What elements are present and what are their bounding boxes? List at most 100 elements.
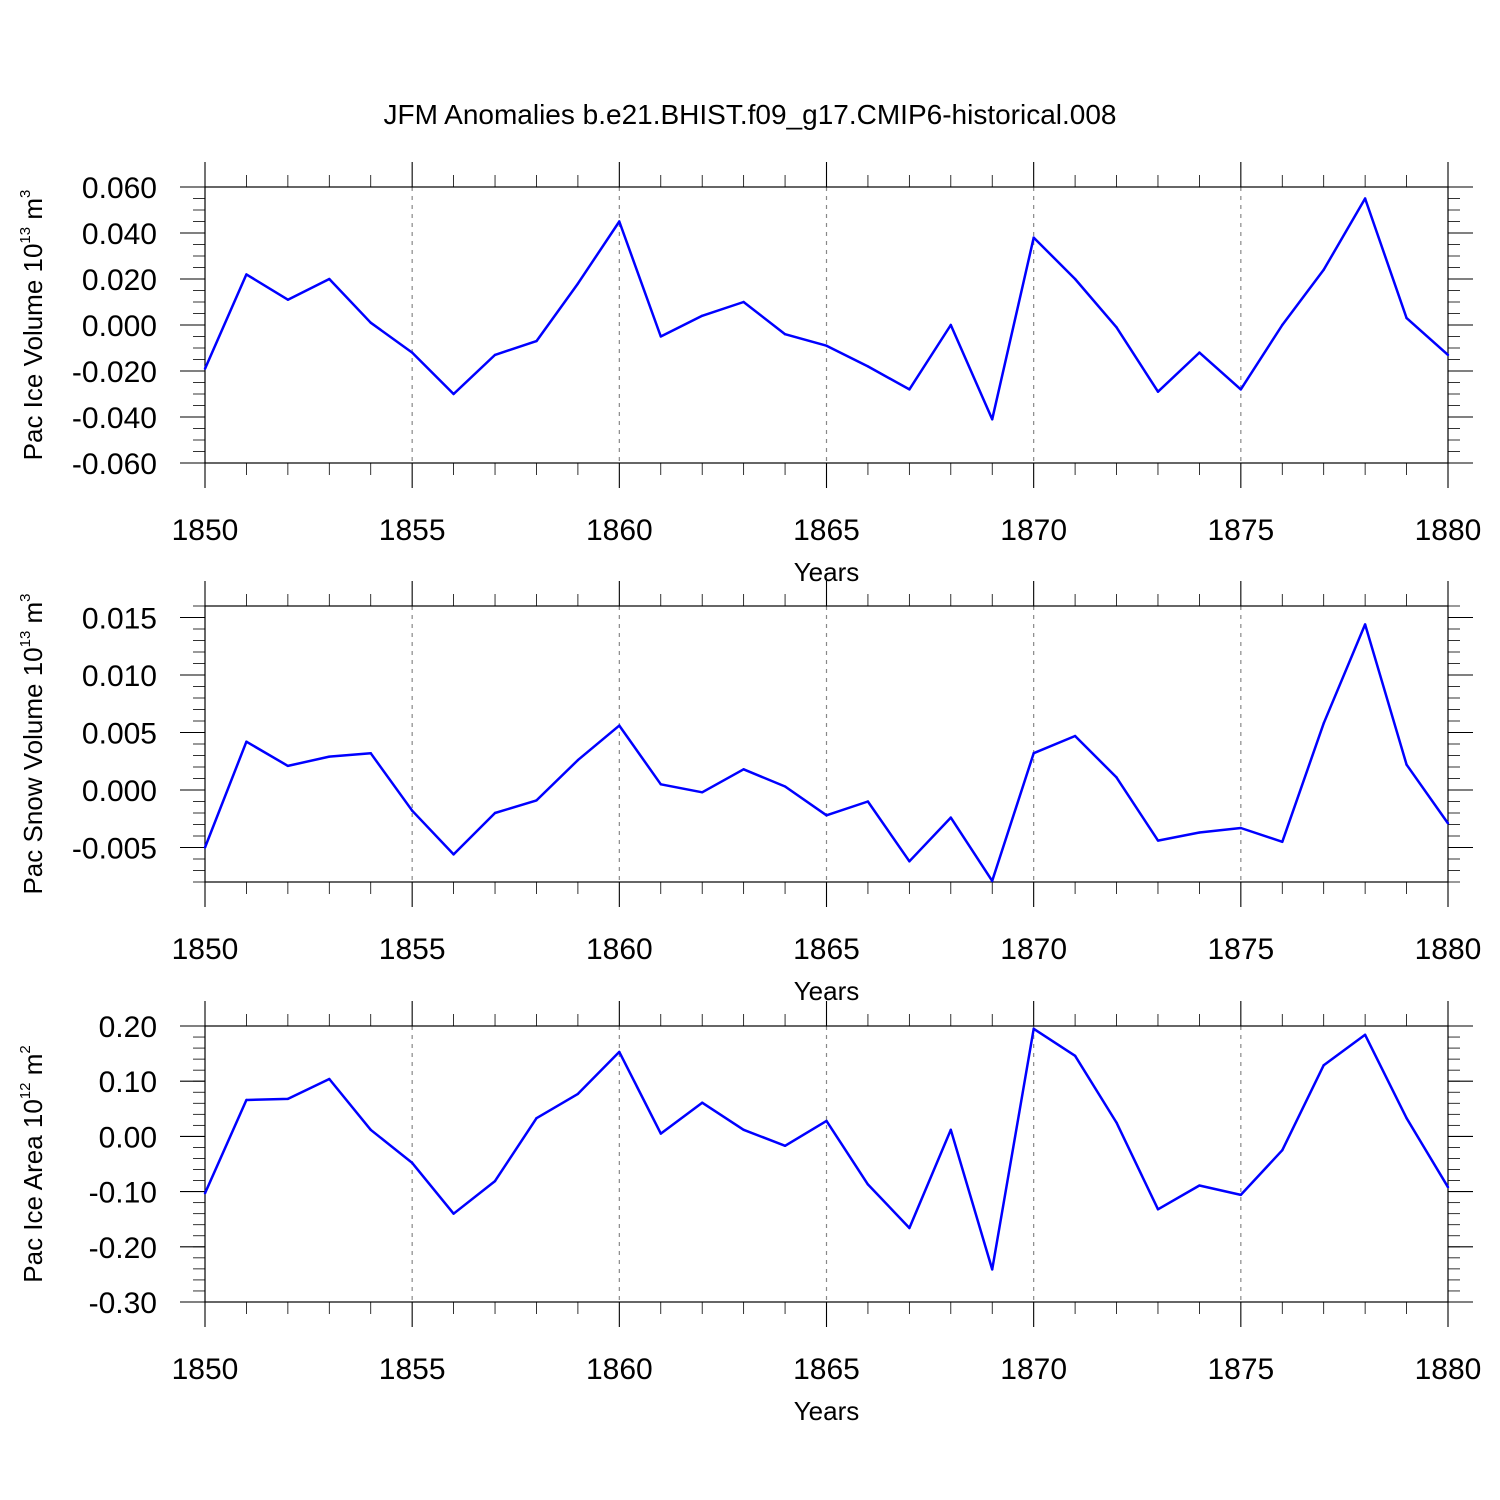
data-point-1880 — [1446, 822, 1450, 825]
data-point-1875 — [1239, 388, 1243, 391]
x-tick-label-1860: 1860 — [586, 1353, 653, 1386]
x-tick-label-1865: 1865 — [793, 933, 860, 966]
x-tick-label-1870: 1870 — [1000, 1353, 1067, 1386]
y-axis-label-main: Pac Snow Volume 10 — [18, 647, 48, 894]
y-axis-label: Pac Ice Area 1012 m2 — [17, 1045, 48, 1282]
x-tick-label-1875: 1875 — [1207, 933, 1274, 966]
y-axis-label-exponent: 12 — [17, 1082, 34, 1099]
data-point-1876 — [1281, 1149, 1284, 1152]
y-tick-label-2: -0.10 — [89, 1177, 157, 1210]
data-point-1872 — [1115, 1121, 1118, 1124]
panel-ice-area: 1850 1855 1860 1865 1870 1875 1880 -0.30 -0.20 -0… — [17, 1001, 1481, 1426]
y-tick-label-2: -0.020 — [72, 356, 157, 389]
data-point-1870 — [1032, 236, 1035, 239]
y-tick-label-0: -0.060 — [72, 448, 157, 481]
y-axis-label-main: Pac Ice Volume 10 — [18, 244, 48, 461]
y-tick-label-1: -0.040 — [72, 402, 157, 435]
data-point-1850 — [203, 1192, 207, 1195]
y-axis-label-exponent: 13 — [17, 631, 34, 648]
data-point-1854 — [369, 321, 372, 324]
y-tick-label-2: 0.005 — [82, 718, 157, 751]
data-point-1877 — [1322, 268, 1325, 271]
y-axis-label-unit: m — [18, 1054, 48, 1083]
data-point-1869 — [991, 879, 994, 883]
y-tick-label-1: -0.20 — [89, 1232, 157, 1265]
data-point-1858 — [535, 799, 538, 802]
data-point-1851 — [245, 740, 248, 743]
data-point-1854 — [369, 1128, 372, 1131]
x-tick-label-1855: 1855 — [379, 514, 446, 547]
data-point-1850 — [203, 367, 207, 370]
data-point-1863 — [742, 300, 745, 304]
data-point-1876 — [1281, 323, 1284, 327]
y-tick-label-4: 0.10 — [99, 1066, 157, 1099]
data-point-1868 — [949, 816, 952, 819]
data-point-1858 — [535, 339, 538, 343]
x-tick-label-1865: 1865 — [793, 1353, 860, 1386]
data-point-1873 — [1156, 1208, 1160, 1211]
data-point-1873 — [1156, 839, 1160, 842]
data-point-1853 — [328, 1077, 331, 1081]
y-tick-label-3: 0.000 — [82, 310, 157, 343]
x-tick-label-1875: 1875 — [1207, 1353, 1274, 1386]
data-point-1869 — [991, 1268, 994, 1271]
y-axis-label: Pac Snow Volume 1013 m3 — [17, 593, 48, 894]
x-axis-label: Years — [794, 1396, 860, 1426]
data-point-1856 — [452, 392, 455, 396]
y-tick-label-4: 0.015 — [82, 603, 157, 636]
data-point-1864 — [783, 333, 787, 336]
data-point-1874 — [1198, 1184, 1201, 1187]
data-point-1867 — [908, 388, 911, 391]
y-tick-label-0: -0.005 — [72, 833, 157, 866]
data-point-1864 — [783, 1144, 787, 1147]
data-point-1862 — [701, 1101, 704, 1104]
y-tick-label-3: 0.00 — [99, 1121, 157, 1154]
y-axis-label-unit-exponent: 3 — [17, 190, 34, 198]
data-point-1876 — [1281, 840, 1284, 843]
data-point-1858 — [535, 1116, 538, 1120]
y-axis-label-unit-exponent: 2 — [17, 1045, 34, 1053]
x-tick-label-1855: 1855 — [379, 1353, 446, 1386]
data-point-1859 — [576, 1092, 580, 1096]
x-tick-label-1870: 1870 — [1000, 933, 1067, 966]
data-point-1870 — [1032, 752, 1035, 755]
panel-snow-volume: 1850 1855 1860 1865 1870 1875 1880 -0.005 0.000 0… — [17, 581, 1481, 1006]
data-point-1854 — [369, 752, 372, 755]
data-point-1866 — [866, 800, 870, 803]
data-point-1852 — [286, 1097, 290, 1101]
data-point-1865 — [825, 814, 828, 817]
data-point-1862 — [701, 791, 704, 794]
y-axis-label-unit: m — [18, 602, 48, 631]
data-point-1851 — [245, 1098, 248, 1102]
data-point-1872 — [1115, 776, 1118, 779]
data-point-1877 — [1322, 1063, 1325, 1067]
x-tick-label-1875: 1875 — [1207, 514, 1274, 547]
y-tick-label-1: 0.000 — [82, 775, 157, 808]
data-point-1879 — [1405, 1116, 1408, 1120]
x-tick-label-1880: 1880 — [1415, 933, 1482, 966]
data-point-1861 — [659, 1132, 662, 1135]
data-point-1868 — [949, 1128, 952, 1131]
data-point-1877 — [1322, 722, 1325, 725]
y-tick-label-3: 0.010 — [82, 660, 157, 693]
y-axis-label: Pac Ice Volume 1013 m3 — [17, 190, 48, 461]
data-point-1860 — [618, 1050, 621, 1054]
data-point-1868 — [949, 323, 952, 327]
data-point-1875 — [1239, 1193, 1243, 1197]
data-point-1879 — [1405, 763, 1408, 766]
data-point-1855 — [410, 1161, 414, 1165]
x-tick-label-1870: 1870 — [1000, 514, 1067, 547]
data-point-1861 — [659, 783, 662, 786]
data-point-1856 — [452, 1212, 455, 1215]
data-point-1865 — [825, 1119, 828, 1123]
data-point-1878 — [1363, 197, 1367, 200]
data-point-1872 — [1115, 326, 1118, 329]
data-point-1867 — [908, 860, 911, 863]
x-tick-label-1865: 1865 — [793, 514, 860, 547]
y-axis-label-unit: m — [18, 198, 48, 227]
data-point-1866 — [866, 365, 870, 368]
data-point-1855 — [410, 351, 414, 354]
y-tick-label-0: -0.30 — [89, 1287, 157, 1320]
